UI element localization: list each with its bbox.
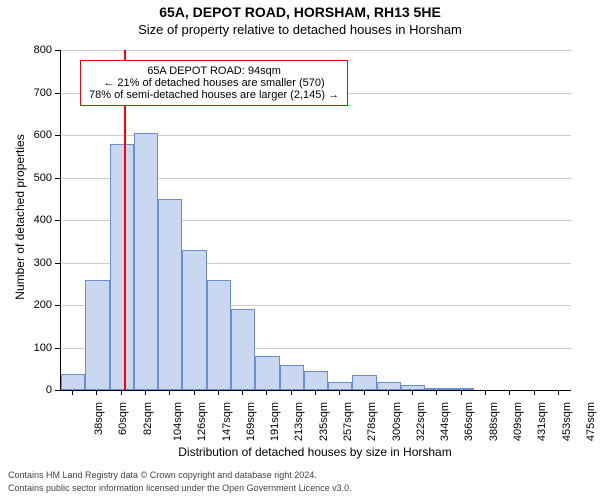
x-tick-label: 213sqm	[294, 402, 306, 441]
histogram-bar	[328, 382, 352, 391]
histogram-bar	[425, 388, 449, 390]
x-tick-label: 38sqm	[93, 402, 105, 435]
x-tick-label: 82sqm	[142, 402, 154, 435]
y-axis-label: Number of detached properties	[13, 117, 27, 317]
x-axis-label: Distribution of detached houses by size …	[60, 445, 570, 459]
footer-line1: Contains HM Land Registry data © Crown c…	[8, 470, 317, 480]
x-tick-label: 235sqm	[318, 402, 330, 441]
x-tick-label: 388sqm	[488, 402, 500, 441]
x-tick-label: 409sqm	[512, 402, 524, 441]
chart-container: 65A, DEPOT ROAD, HORSHAM, RH13 5HE Size …	[0, 0, 600, 500]
x-tick-label: 475sqm	[585, 402, 597, 441]
x-tick-label: 169sqm	[245, 402, 257, 441]
x-tick-label: 191sqm	[269, 402, 281, 441]
chart-title-subtitle: Size of property relative to detached ho…	[0, 22, 600, 37]
x-tick-label: 278sqm	[366, 402, 378, 441]
x-tick-label: 257sqm	[342, 402, 354, 441]
grid-line	[61, 50, 571, 51]
x-tick-label: 104sqm	[172, 402, 184, 441]
histogram-bar	[134, 133, 158, 390]
histogram-bar	[231, 309, 255, 390]
y-tick-label: 0	[0, 384, 52, 396]
annotation-line3: 78% of semi-detached houses are larger (…	[89, 89, 339, 101]
chart-title-address: 65A, DEPOT ROAD, HORSHAM, RH13 5HE	[0, 4, 600, 20]
y-tick-label: 700	[0, 87, 52, 99]
y-tick-label: 100	[0, 342, 52, 354]
histogram-bar	[85, 280, 109, 391]
histogram-bar	[61, 374, 85, 390]
histogram-bar	[450, 388, 474, 390]
y-tick-label: 800	[0, 44, 52, 56]
x-tick-label: 344sqm	[439, 402, 451, 441]
x-tick-label: 60sqm	[117, 402, 129, 435]
histogram-bar	[280, 365, 304, 391]
histogram-bar	[110, 144, 134, 391]
x-tick-label: 322sqm	[415, 402, 427, 441]
annotation-box: 65A DEPOT ROAD: 94sqm ← 21% of detached …	[80, 60, 348, 106]
x-tick-label: 453sqm	[561, 402, 573, 441]
x-tick-label: 126sqm	[196, 402, 208, 441]
histogram-bar	[255, 356, 279, 390]
histogram-bar	[401, 385, 425, 390]
histogram-bar	[304, 371, 328, 390]
footer-line2: Contains public sector information licen…	[8, 483, 352, 493]
x-tick-label: 366sqm	[464, 402, 476, 441]
histogram-bar	[377, 382, 401, 391]
x-tick-label: 431sqm	[536, 402, 548, 441]
histogram-bar	[352, 375, 376, 390]
x-tick-label: 300sqm	[391, 402, 403, 441]
histogram-bar	[207, 280, 231, 391]
histogram-bar	[182, 250, 206, 390]
histogram-bar	[158, 199, 182, 390]
annotation-line1: 65A DEPOT ROAD: 94sqm	[89, 65, 339, 77]
annotation-line2: ← 21% of detached houses are smaller (57…	[89, 77, 339, 89]
x-tick-label: 147sqm	[221, 402, 233, 441]
